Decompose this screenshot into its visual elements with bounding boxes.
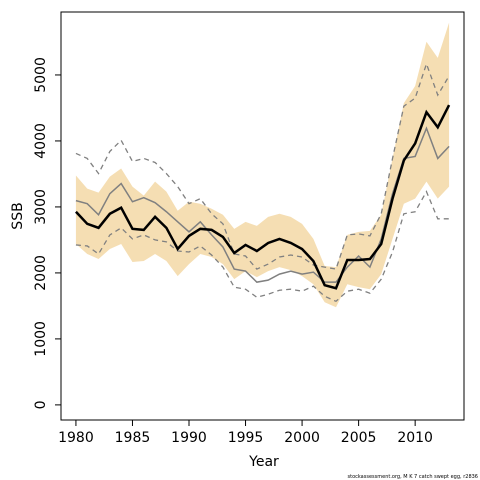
y-tick-label: 3000	[33, 189, 49, 225]
plot-frame	[60, 11, 465, 421]
y-tick-label: 0	[33, 400, 49, 409]
x-tick-label: 1980	[58, 430, 94, 446]
x-axis-label: Year	[248, 454, 279, 470]
x-tick-label: 2000	[284, 430, 320, 446]
series-line	[75, 61, 450, 270]
confidence-band	[75, 22, 450, 308]
series-line	[75, 190, 450, 303]
x-tick-label: 1990	[171, 430, 207, 446]
y-tick-label: 2000	[33, 255, 49, 291]
y-tick-label: 1000	[33, 321, 49, 357]
y-tick-label: 4000	[33, 123, 49, 159]
x-tick-label: 1985	[115, 430, 151, 446]
series-line	[75, 104, 451, 290]
y-axis-label: SSB	[10, 202, 26, 229]
x-tick-label: 1995	[228, 430, 264, 446]
y-tick-label: 5000	[33, 57, 49, 93]
x-tick-label: 2005	[341, 430, 377, 446]
x-tick-label: 2010	[397, 430, 433, 446]
footnote: stockassessment.org, M K 7 catch swept e…	[348, 474, 479, 480]
